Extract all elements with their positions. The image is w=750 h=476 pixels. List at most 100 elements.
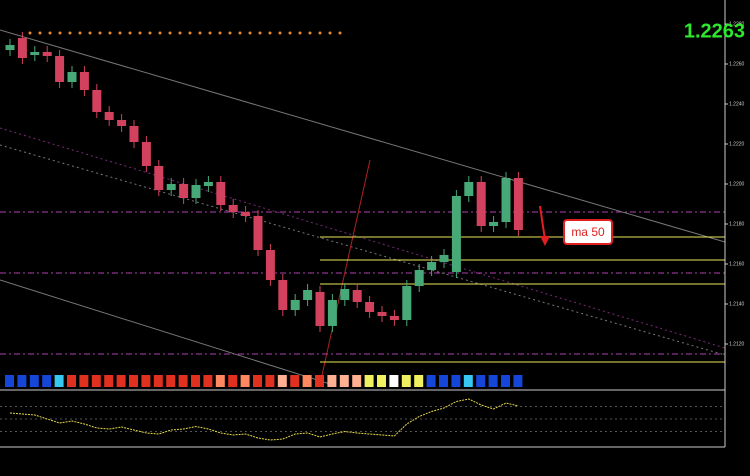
- dot: [58, 31, 62, 35]
- signal-square: [277, 375, 287, 387]
- dot: [148, 31, 152, 35]
- candle-body: [427, 262, 437, 270]
- signal-square: [153, 375, 163, 387]
- dot: [138, 31, 142, 35]
- signal-square: [265, 375, 275, 387]
- y-tick-label: 1.2120: [729, 341, 745, 347]
- signal-square: [29, 375, 39, 387]
- signal-square: [401, 375, 411, 387]
- annotation: ma 50: [571, 225, 605, 239]
- dot: [288, 31, 292, 35]
- annotation-box: [563, 219, 613, 245]
- candle-body: [365, 302, 375, 312]
- price-label: 1.2263: [684, 20, 745, 42]
- dot: [28, 31, 32, 35]
- signal-square: [116, 375, 126, 387]
- candle-body: [265, 250, 275, 280]
- signal-square: [352, 375, 362, 387]
- signal-square: [228, 375, 238, 387]
- dot: [228, 31, 232, 35]
- candle-body: [129, 126, 139, 142]
- dot: [38, 31, 42, 35]
- signal-square: [451, 375, 461, 387]
- signal-square: [54, 375, 64, 387]
- dot: [218, 31, 222, 35]
- dot: [128, 31, 132, 35]
- candle-body: [79, 72, 89, 90]
- signal-square: [377, 375, 386, 387]
- candle-body: [141, 142, 151, 166]
- signal-square: [79, 375, 89, 387]
- y-tick-label: 1.2180: [729, 221, 745, 227]
- y-tick-label: 1.2160: [729, 261, 745, 267]
- signal-square: [240, 375, 250, 387]
- signal-square: [178, 375, 188, 387]
- signal-square: [141, 375, 151, 387]
- signal-square: [203, 375, 213, 387]
- candle-body: [377, 312, 387, 316]
- price-axis: 1.2120 1.2140 1.2160 1.2180 1.2200 1.2220 1.22…: [725, 21, 745, 347]
- candle-body: [104, 112, 114, 120]
- signal-square: [476, 375, 486, 387]
- y-tick-label: 1.2260: [729, 61, 745, 67]
- candle-body: [402, 286, 412, 320]
- signal-square: [439, 375, 448, 387]
- candle-body: [216, 182, 226, 205]
- candle-body: [67, 72, 77, 82]
- candle-body: [340, 289, 350, 300]
- trend-lines: [0, 29, 726, 385]
- candle-body: [464, 182, 474, 196]
- dot: [48, 31, 52, 35]
- dot: [208, 31, 212, 35]
- dot: [88, 31, 92, 35]
- dot: [328, 31, 332, 35]
- candle-body: [5, 45, 15, 50]
- candle-body: [352, 290, 362, 302]
- dot: [158, 31, 162, 35]
- signal-square: [414, 375, 424, 387]
- dot: [278, 31, 282, 35]
- signal-square: [302, 375, 312, 387]
- fib-anchor-line: [319, 159, 371, 385]
- candle-body: [179, 184, 189, 198]
- dot: [258, 31, 262, 35]
- signal-square: [315, 375, 324, 387]
- signal-square: [129, 375, 138, 387]
- candle-body: [303, 290, 313, 300]
- signal-square: [389, 375, 399, 387]
- top-dots: [28, 31, 342, 35]
- signal-square: [364, 375, 374, 387]
- signal-square: [488, 375, 498, 387]
- dot: [268, 31, 272, 35]
- dot: [338, 31, 342, 35]
- candle-body: [476, 182, 486, 226]
- dot: [78, 31, 82, 35]
- candle-body: [203, 182, 213, 186]
- candle-body: [327, 300, 337, 326]
- candle-body: [228, 205, 238, 212]
- dot: [108, 31, 112, 35]
- dot: [238, 31, 242, 35]
- candle-body: [30, 52, 40, 55]
- signal-square: [166, 375, 176, 387]
- signal-square: [290, 375, 300, 387]
- indicator-panel: [0, 398, 725, 441]
- y-tick-label: 1.2140: [729, 301, 745, 307]
- candle-body: [253, 216, 263, 250]
- dot: [248, 31, 252, 35]
- signal-square: [463, 375, 473, 387]
- candle-body: [92, 90, 102, 112]
- dot: [118, 31, 122, 35]
- candle-body: [513, 178, 523, 230]
- signal-square: [17, 375, 27, 387]
- dot: [68, 31, 72, 35]
- levels: [0, 211, 725, 363]
- dot: [98, 31, 102, 35]
- signal-square: [191, 375, 200, 387]
- dot: [318, 31, 322, 35]
- indicator-line: [9, 398, 519, 441]
- dot: [178, 31, 182, 35]
- candle-body: [439, 255, 449, 262]
